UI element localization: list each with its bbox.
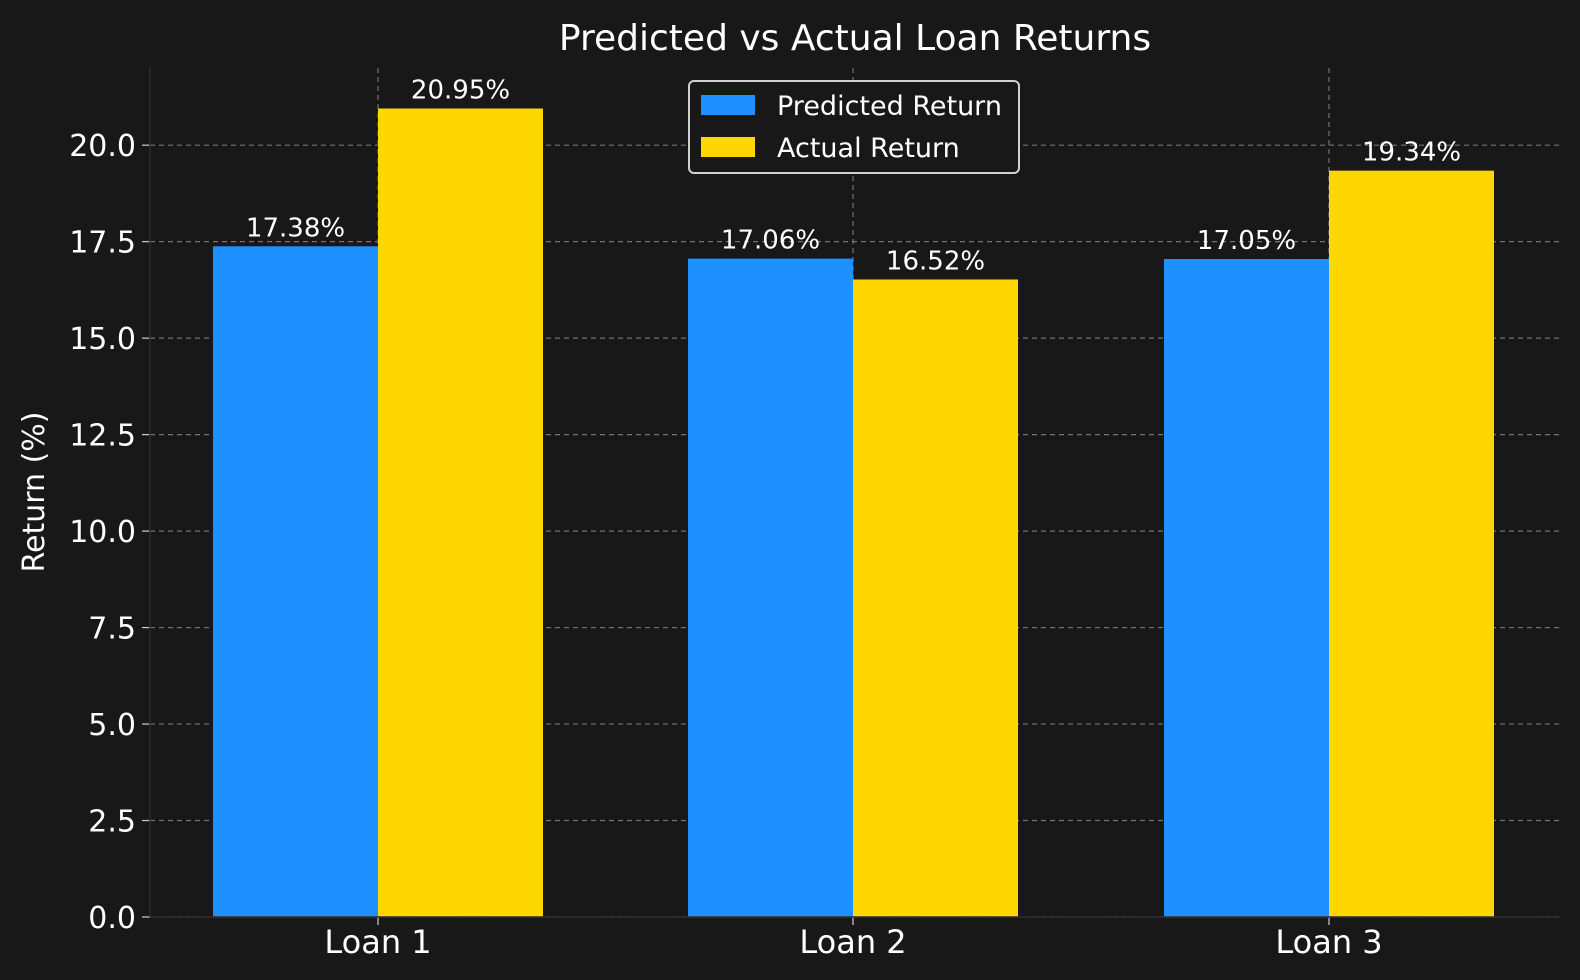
x-tick-label: Loan 1 bbox=[324, 923, 431, 961]
legend-label: Predicted Return bbox=[777, 91, 1002, 122]
x-tick-label: Loan 2 bbox=[799, 923, 906, 961]
x-tick-label: Loan 3 bbox=[1275, 923, 1382, 961]
bar bbox=[378, 109, 543, 917]
bar bbox=[1164, 259, 1329, 917]
y-tick-label: 2.5 bbox=[88, 805, 136, 840]
y-tick-label: 17.5 bbox=[69, 226, 136, 261]
y-tick-label: 10.0 bbox=[69, 515, 136, 550]
legend-swatch bbox=[701, 95, 755, 115]
bar-value-label: 17.38% bbox=[246, 213, 345, 243]
y-tick-label: 15.0 bbox=[69, 322, 136, 357]
legend: Predicted Return Actual Return bbox=[689, 81, 1019, 173]
bar-value-label: 20.95% bbox=[411, 76, 510, 106]
y-tick-label: 5.0 bbox=[88, 708, 136, 743]
bar-value-label: 19.34% bbox=[1362, 138, 1461, 168]
bar bbox=[213, 246, 378, 917]
y-tick-label: 12.5 bbox=[69, 419, 136, 454]
chart-title: Predicted vs Actual Loan Returns bbox=[559, 18, 1151, 59]
y-tick-label: 20.0 bbox=[69, 129, 136, 164]
bar bbox=[853, 279, 1018, 917]
bar bbox=[688, 259, 853, 917]
bar-value-label: 17.05% bbox=[1197, 226, 1296, 256]
legend-label: Actual Return bbox=[777, 133, 960, 164]
bar bbox=[1329, 171, 1494, 917]
legend-swatch bbox=[701, 137, 755, 157]
bar-value-label: 17.06% bbox=[721, 226, 820, 256]
bar-value-label: 16.52% bbox=[886, 246, 985, 276]
y-tick-label: 0.0 bbox=[88, 901, 136, 936]
y-tick-label: 7.5 bbox=[88, 612, 136, 647]
y-axis-label: Return (%) bbox=[17, 411, 52, 572]
